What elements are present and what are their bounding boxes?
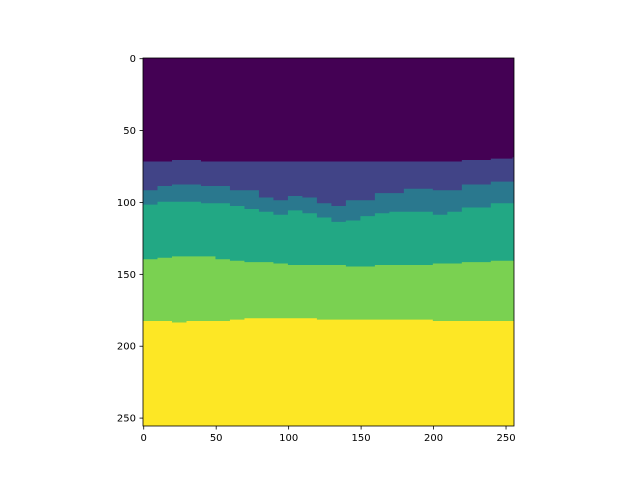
x-tick-label: 200 (424, 433, 443, 444)
y-tick-label: 0 (130, 54, 136, 65)
y-tick-label: 250 (117, 414, 136, 425)
layers-group (143, 58, 514, 426)
x-tick-label: 0 (141, 433, 147, 444)
plot-frame (142, 57, 515, 427)
y-tick-label: 100 (117, 198, 136, 209)
x-axis: 0 50 100 150 200 250 (141, 426, 516, 444)
layer-5 (143, 318, 514, 426)
y-tick-label: 150 (117, 270, 136, 281)
y-tick-label: 50 (123, 126, 136, 137)
x-tick-label: 250 (496, 433, 515, 444)
x-tick-label: 100 (279, 433, 298, 444)
x-tick-label: 50 (210, 433, 223, 444)
x-tick-label: 150 (352, 433, 371, 444)
y-tick-label: 200 (117, 342, 136, 353)
y-axis: 0 50 100 150 200 250 (117, 54, 143, 425)
